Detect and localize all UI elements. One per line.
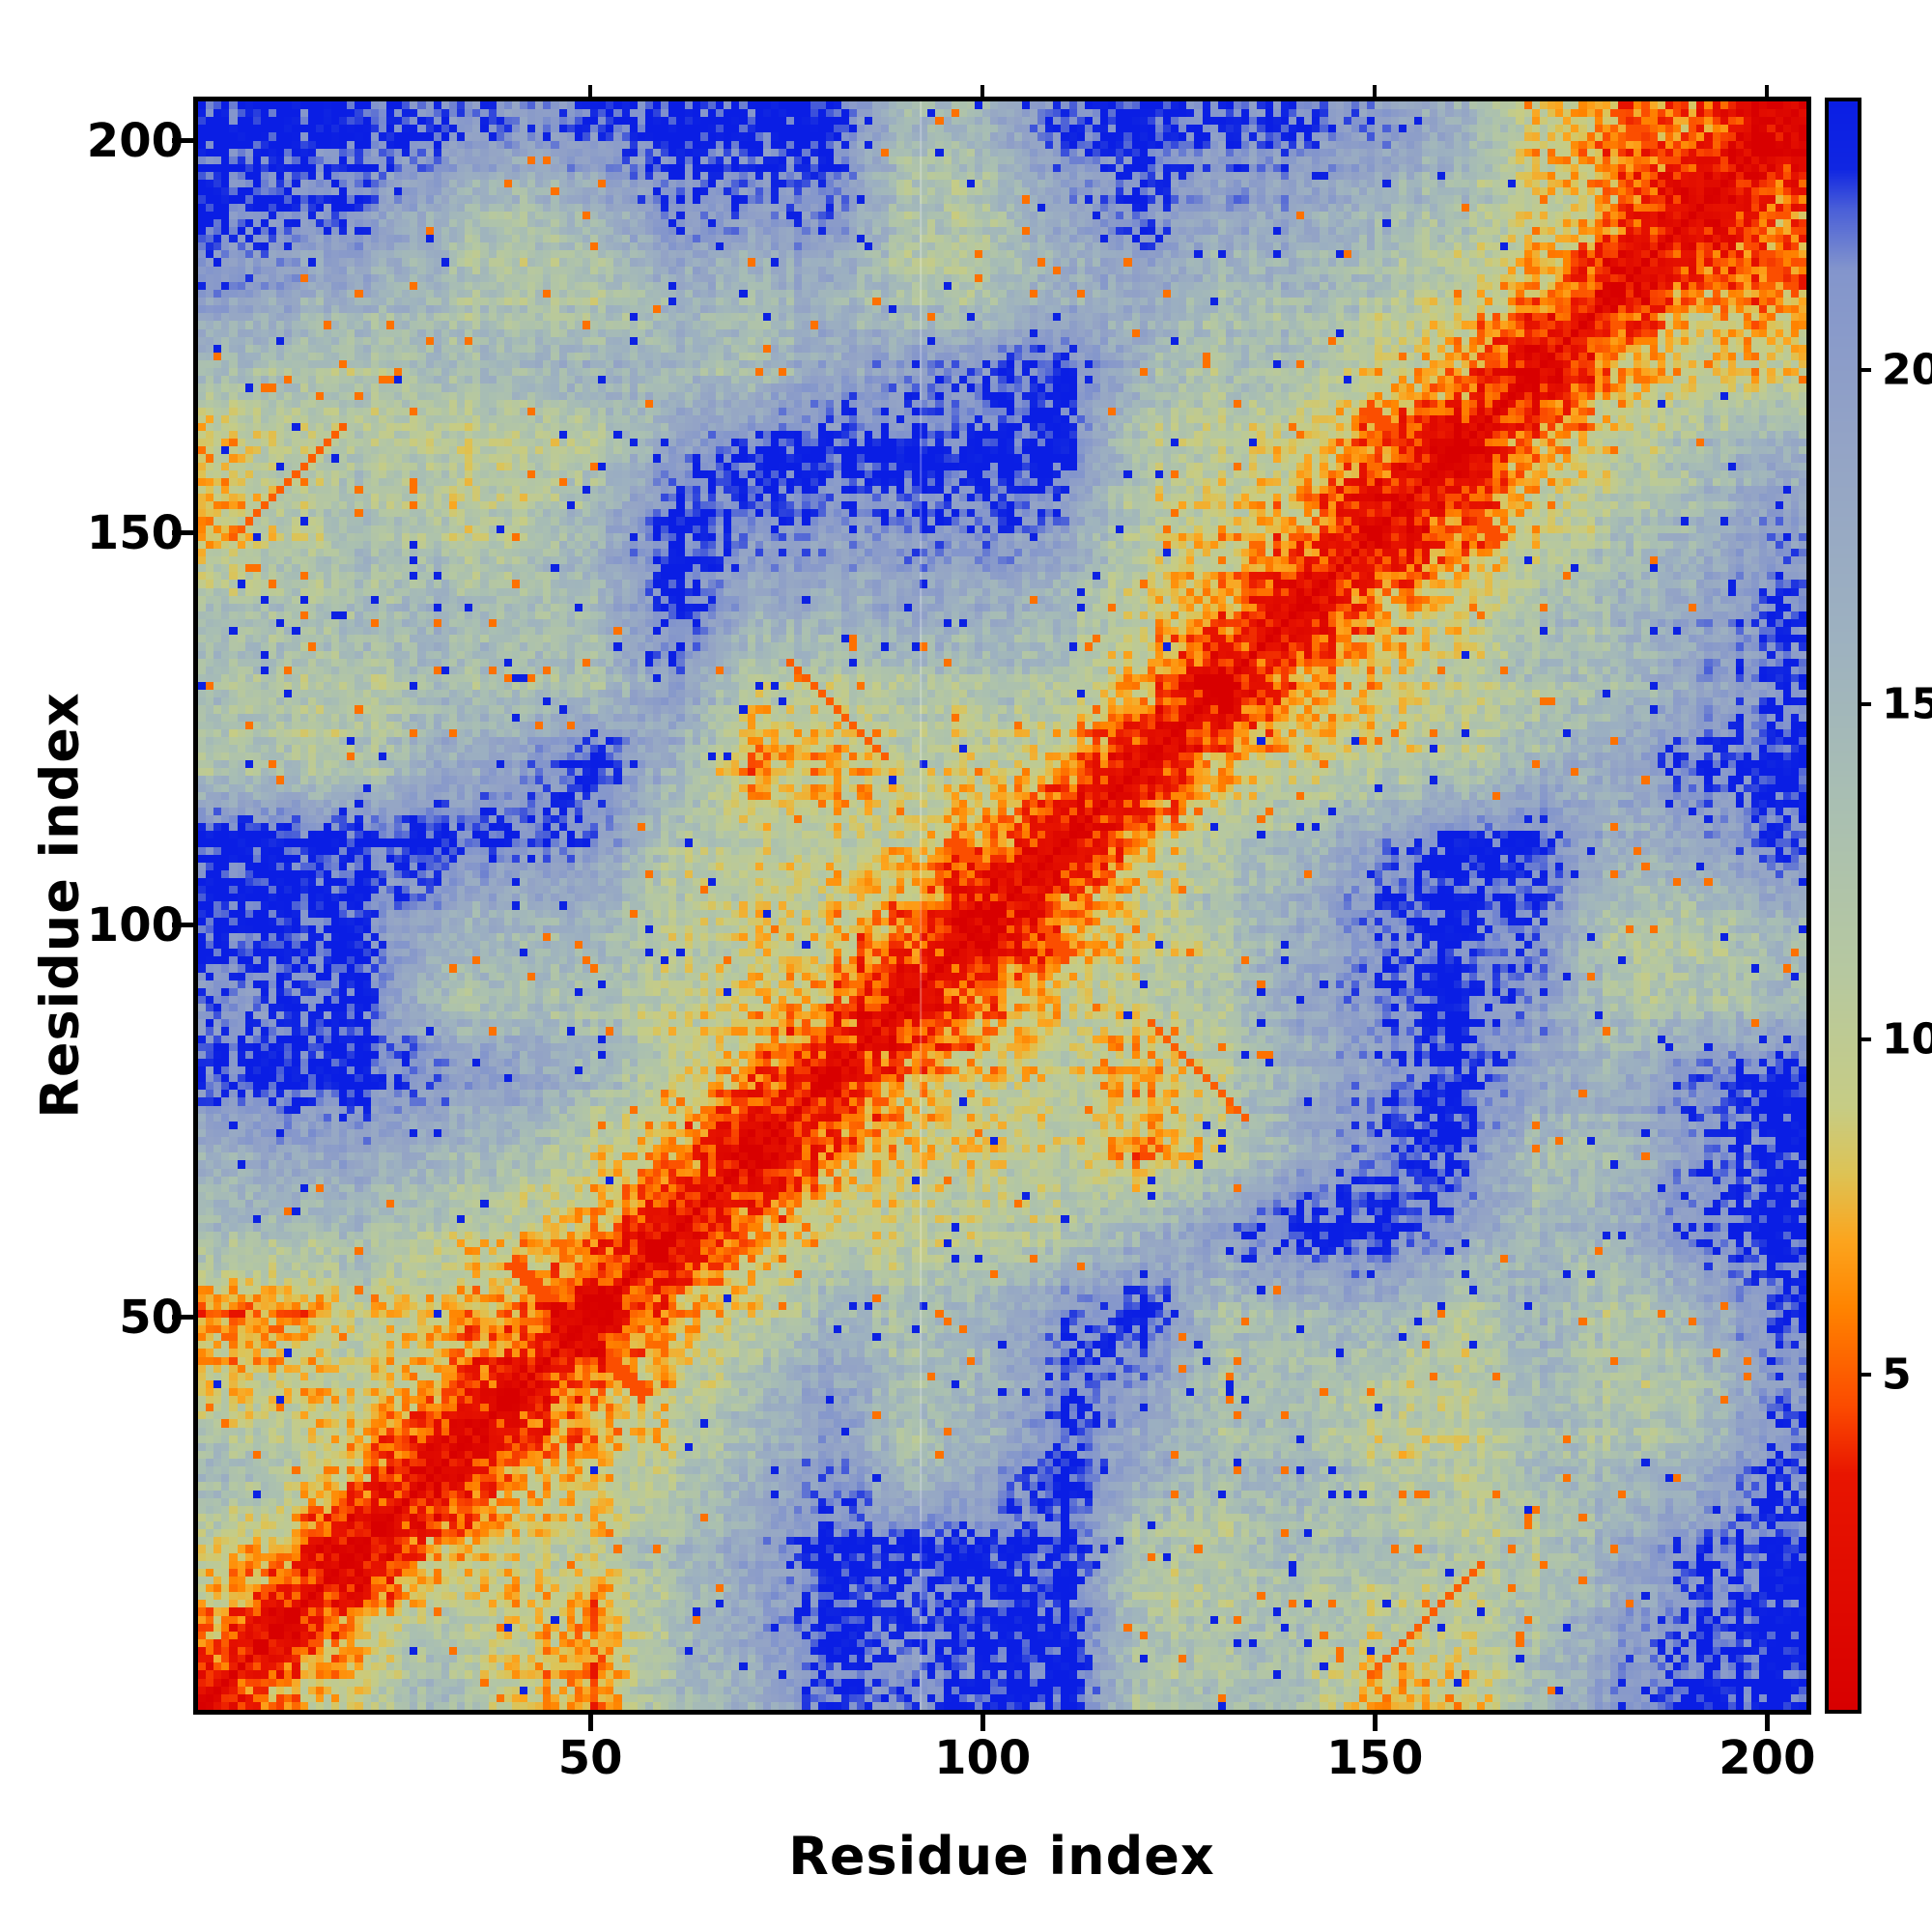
colorbar (1825, 98, 1861, 1714)
colorbar-tick-mark (1858, 1373, 1871, 1378)
x-top-tick-mark (1373, 85, 1378, 97)
x-axis-label: Residue index (788, 1826, 1215, 1887)
y-tick-mark (172, 923, 193, 928)
colorbar-tick-mark (1858, 702, 1871, 707)
colorbar-gradient-canvas (1829, 101, 1858, 1710)
colorbar-tick-mark (1858, 1037, 1871, 1042)
x-tick-label: 100 (934, 1731, 1032, 1785)
x-top-tick-mark (980, 85, 985, 97)
x-tick-mark (1764, 1710, 1770, 1731)
colorbar-tick-label: 10 (1882, 1014, 1932, 1065)
colorbar-tick-label: 5 (1882, 1350, 1912, 1400)
x-top-tick-mark (588, 85, 593, 97)
x-top-tick-mark (1765, 85, 1770, 97)
distance-matrix-heatmap-canvas (198, 101, 1806, 1710)
x-tick-mark (587, 1710, 593, 1731)
plot-frame (193, 97, 1811, 1715)
colorbar-tick-label: 20 (1882, 345, 1932, 394)
x-tick-label: 150 (1326, 1731, 1424, 1785)
x-tick-mark (1372, 1710, 1378, 1731)
y-tick-mark (172, 530, 193, 536)
y-tick-mark (172, 138, 193, 144)
x-tick-label: 200 (1719, 1731, 1816, 1785)
colorbar-tick-mark (1858, 367, 1871, 372)
y-tick-label: 50 (119, 1290, 184, 1345)
y-tick-label: 100 (86, 897, 184, 952)
x-tick-label: 50 (557, 1731, 623, 1785)
y-tick-mark (172, 1315, 193, 1321)
y-tick-label: 200 (86, 113, 184, 168)
x-tick-mark (980, 1710, 985, 1731)
colorbar-tick-label: 15 (1882, 679, 1932, 729)
y-tick-label: 150 (86, 505, 184, 560)
